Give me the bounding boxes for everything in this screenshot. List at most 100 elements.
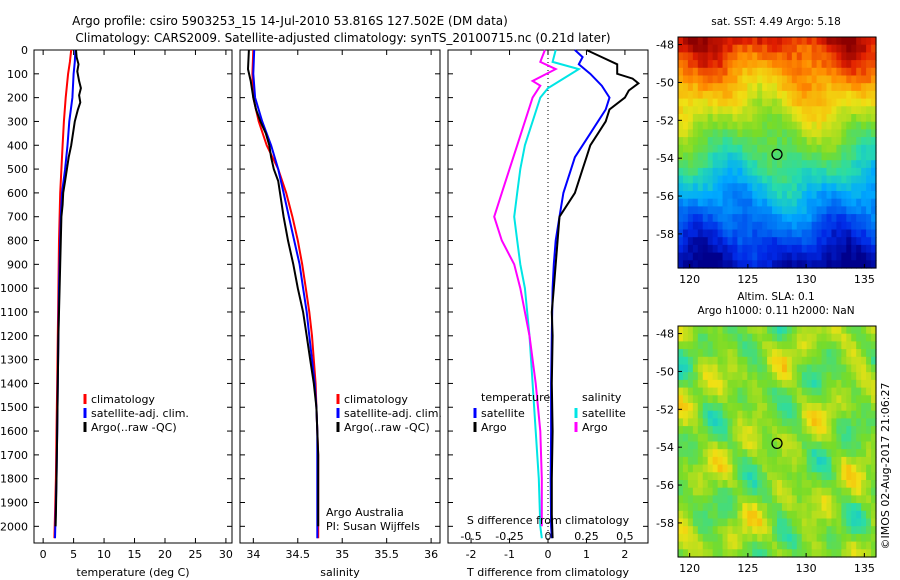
map-cell bbox=[781, 326, 788, 335]
map-cell bbox=[826, 198, 833, 207]
map-cell bbox=[861, 244, 867, 254]
map-cell bbox=[762, 333, 768, 342]
map-cell bbox=[737, 175, 743, 184]
map-cell bbox=[707, 410, 714, 419]
map-cell bbox=[692, 341, 699, 350]
map-cell bbox=[737, 356, 743, 366]
map-cell bbox=[871, 541, 877, 550]
map-cell bbox=[702, 167, 709, 177]
map-cell bbox=[678, 83, 684, 92]
map-cell bbox=[697, 480, 704, 489]
map-cell bbox=[801, 510, 808, 520]
map-cell bbox=[747, 464, 753, 473]
map-cell bbox=[752, 418, 758, 427]
map-cell bbox=[717, 167, 724, 177]
map-cell bbox=[801, 372, 808, 381]
map-cell bbox=[682, 480, 689, 489]
map-cell bbox=[811, 464, 818, 473]
map-cell bbox=[678, 191, 684, 200]
map-cell bbox=[692, 214, 699, 223]
map-cell bbox=[747, 237, 753, 246]
map-cell bbox=[821, 549, 828, 558]
map-cell bbox=[742, 137, 748, 146]
map-cell bbox=[712, 160, 719, 169]
map-cell bbox=[712, 449, 719, 458]
map-cell bbox=[722, 480, 729, 489]
map-cell bbox=[772, 518, 778, 527]
map-cell bbox=[752, 472, 758, 481]
map-cell bbox=[786, 83, 793, 92]
map-cell bbox=[678, 244, 684, 254]
map-cell bbox=[722, 341, 729, 350]
map-cell bbox=[752, 541, 758, 550]
map-cell bbox=[707, 167, 714, 177]
map-cell bbox=[687, 426, 694, 435]
map-cell bbox=[866, 75, 872, 84]
map-cell bbox=[801, 198, 808, 207]
map-cell bbox=[692, 456, 699, 466]
map-cell bbox=[801, 379, 808, 389]
map-cell bbox=[707, 198, 714, 207]
map-cell bbox=[816, 129, 823, 138]
map-cell bbox=[861, 198, 867, 207]
map-cell bbox=[846, 137, 852, 146]
map-cell bbox=[772, 75, 778, 84]
map-cell bbox=[712, 372, 719, 381]
map-cell bbox=[742, 52, 748, 61]
map-cell bbox=[851, 379, 857, 389]
map-cell bbox=[742, 495, 748, 504]
map-cell bbox=[742, 379, 748, 389]
map-cell bbox=[781, 121, 788, 130]
map-cell bbox=[692, 137, 699, 146]
map-cell bbox=[826, 129, 833, 138]
map-cell bbox=[772, 52, 778, 61]
map-cell bbox=[856, 395, 862, 404]
map-cell bbox=[806, 403, 813, 412]
map-cell bbox=[841, 260, 847, 269]
map-cell bbox=[806, 160, 813, 169]
map-cell bbox=[747, 37, 753, 46]
map-cell bbox=[791, 533, 798, 543]
map-cell bbox=[811, 183, 818, 192]
map-cell bbox=[811, 98, 818, 107]
map-cell bbox=[831, 244, 837, 254]
map-cell bbox=[757, 387, 763, 396]
map-cell bbox=[742, 67, 748, 77]
map-cell bbox=[752, 175, 758, 184]
map-cell bbox=[846, 541, 852, 550]
map-cell bbox=[757, 75, 763, 84]
map-cell bbox=[841, 198, 847, 207]
map-cell bbox=[732, 167, 738, 177]
map-cell bbox=[831, 175, 837, 184]
s-tick-label: -0.5 bbox=[460, 530, 481, 543]
map-cell bbox=[791, 333, 798, 342]
map-cell bbox=[737, 480, 743, 489]
map-cell bbox=[678, 221, 684, 231]
map-cell bbox=[781, 37, 788, 46]
map-cell bbox=[816, 206, 823, 215]
map-cell bbox=[836, 175, 842, 184]
map-cell bbox=[781, 526, 788, 535]
map-cell bbox=[831, 75, 837, 84]
map-cell bbox=[742, 356, 748, 366]
map-cell bbox=[687, 60, 694, 69]
map-cell bbox=[806, 549, 813, 558]
map-cell bbox=[861, 372, 867, 381]
map-cell bbox=[712, 364, 719, 373]
map-cell bbox=[772, 341, 778, 350]
map-cell bbox=[687, 83, 694, 92]
map-cell bbox=[697, 144, 704, 154]
x-tick-label: 125 bbox=[737, 273, 758, 286]
map-cell bbox=[757, 198, 763, 207]
map-cell bbox=[826, 364, 833, 373]
map-cell bbox=[831, 137, 837, 146]
map-cell bbox=[796, 510, 803, 520]
map-cell bbox=[836, 433, 842, 443]
series-line-argo-raw-qc- bbox=[246, 49, 320, 527]
map-cell bbox=[678, 356, 684, 366]
map-cell bbox=[821, 441, 828, 450]
map-cell bbox=[697, 326, 704, 335]
map-cell bbox=[791, 549, 798, 558]
map-cell bbox=[866, 214, 872, 223]
map-cell bbox=[742, 480, 748, 489]
